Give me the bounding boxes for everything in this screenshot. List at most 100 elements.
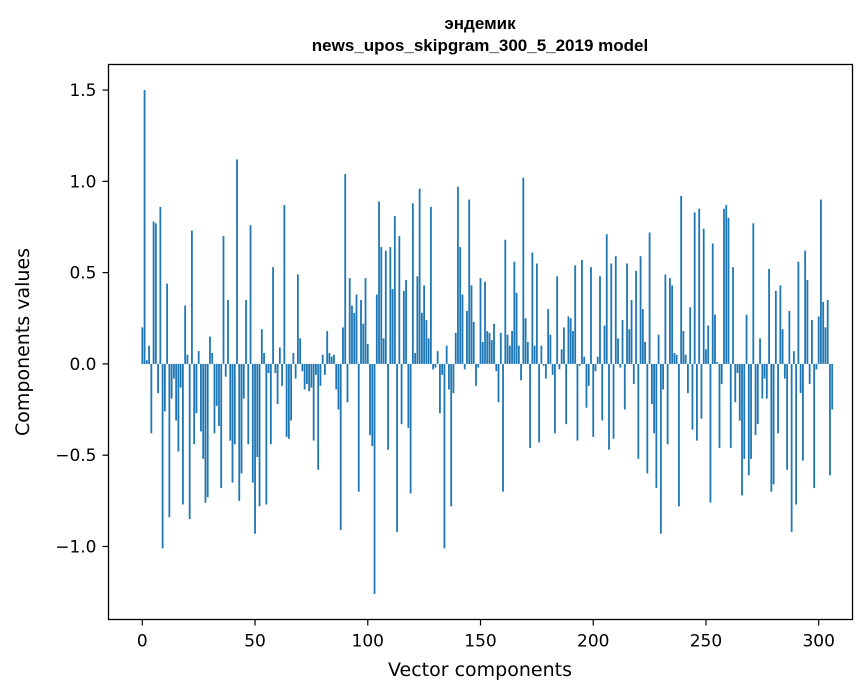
bar-291 <box>797 261 800 364</box>
bar-86 <box>335 363 338 390</box>
bar-120 <box>411 203 414 364</box>
bar-118 <box>407 363 410 428</box>
bar-89 <box>342 327 344 364</box>
bar-274 <box>759 338 761 364</box>
bar-134 <box>443 363 446 549</box>
bar-250 <box>705 349 707 364</box>
bar-273 <box>756 363 759 425</box>
bar-172 <box>529 363 531 448</box>
bar-150 <box>479 278 482 364</box>
bar-240 <box>682 331 685 364</box>
bar-220 <box>637 363 640 459</box>
bar-84 <box>330 356 333 364</box>
bar-156 <box>493 323 495 364</box>
bar-71 <box>301 363 304 372</box>
bar-280 <box>772 363 775 485</box>
bar-282 <box>777 363 779 434</box>
bar-296 <box>808 363 811 384</box>
bar-81 <box>324 363 326 375</box>
bar-32 <box>213 363 216 434</box>
bar-262 <box>732 267 734 364</box>
bar-200 <box>592 363 595 437</box>
bar-52 <box>258 363 261 507</box>
y-tick-label: −0.5 <box>55 446 96 466</box>
bar-222 <box>641 309 644 364</box>
bar-117 <box>405 279 407 364</box>
bar-33 <box>215 363 218 406</box>
x-tick-label: 50 <box>244 632 266 652</box>
bar-83 <box>328 352 331 364</box>
bar-195 <box>581 259 583 364</box>
bar-66 <box>290 363 293 421</box>
bar-179 <box>544 363 547 379</box>
y-tick-label: 0.5 <box>69 264 96 284</box>
bar-196 <box>583 356 586 364</box>
bar-63 <box>283 205 286 364</box>
bar-188 <box>565 363 568 425</box>
bar-9 <box>161 363 164 549</box>
bar-253 <box>711 243 714 364</box>
bar-0 <box>141 327 144 364</box>
bar-107 <box>382 338 385 364</box>
bar-171 <box>526 342 529 364</box>
bar-235 <box>671 285 674 364</box>
bar-169 <box>522 177 525 364</box>
bar-87 <box>337 363 340 410</box>
bar-97 <box>360 300 362 364</box>
bar-303 <box>824 327 827 364</box>
bar-96 <box>357 363 360 492</box>
x-tick-label: 150 <box>464 632 496 652</box>
bar-135 <box>445 345 448 364</box>
bar-125 <box>423 285 426 364</box>
bar-184 <box>556 276 559 364</box>
bar-214 <box>623 363 626 410</box>
bar-202 <box>596 356 599 364</box>
bar-199 <box>590 267 592 364</box>
bar-211 <box>617 338 619 364</box>
bar-51 <box>256 363 259 458</box>
bar-223 <box>644 342 646 364</box>
bar-263 <box>734 363 737 403</box>
bar-53 <box>260 329 263 364</box>
bar-267 <box>743 363 746 459</box>
bar-300 <box>817 316 820 364</box>
bar-221 <box>639 256 642 364</box>
bar-114 <box>398 236 401 364</box>
bar-7 <box>157 363 159 394</box>
bar-72 <box>303 363 306 390</box>
bar-140 <box>457 186 459 364</box>
bar-155 <box>490 340 493 364</box>
bar-226 <box>650 363 653 405</box>
bar-12 <box>168 363 171 518</box>
bar-219 <box>635 270 637 364</box>
bar-62 <box>281 363 283 386</box>
bar-238 <box>678 363 680 507</box>
bar-216 <box>628 329 631 364</box>
bar-108 <box>384 250 387 364</box>
bar-206 <box>605 234 608 364</box>
bar-34 <box>218 363 220 426</box>
bar-259 <box>725 205 728 364</box>
bar-278 <box>768 268 770 364</box>
bar-3 <box>148 345 150 364</box>
bar-258 <box>723 208 725 364</box>
bar-239 <box>680 195 683 364</box>
bar-247 <box>698 208 701 364</box>
bar-82 <box>326 331 329 364</box>
bar-183 <box>554 363 556 434</box>
bar-251 <box>707 325 710 364</box>
bar-109 <box>387 363 389 450</box>
bar-20 <box>186 354 189 364</box>
bar-79 <box>319 363 322 386</box>
bar-15 <box>175 363 178 421</box>
bar-241 <box>684 354 687 364</box>
bar-136 <box>448 363 450 390</box>
bar-276 <box>763 363 766 379</box>
bar-70 <box>299 338 302 364</box>
bar-17 <box>179 363 182 388</box>
bar-28 <box>204 363 207 503</box>
bar-268 <box>745 314 748 364</box>
bar-29 <box>206 363 209 498</box>
bar-55 <box>265 363 268 505</box>
bar-297 <box>811 320 813 364</box>
